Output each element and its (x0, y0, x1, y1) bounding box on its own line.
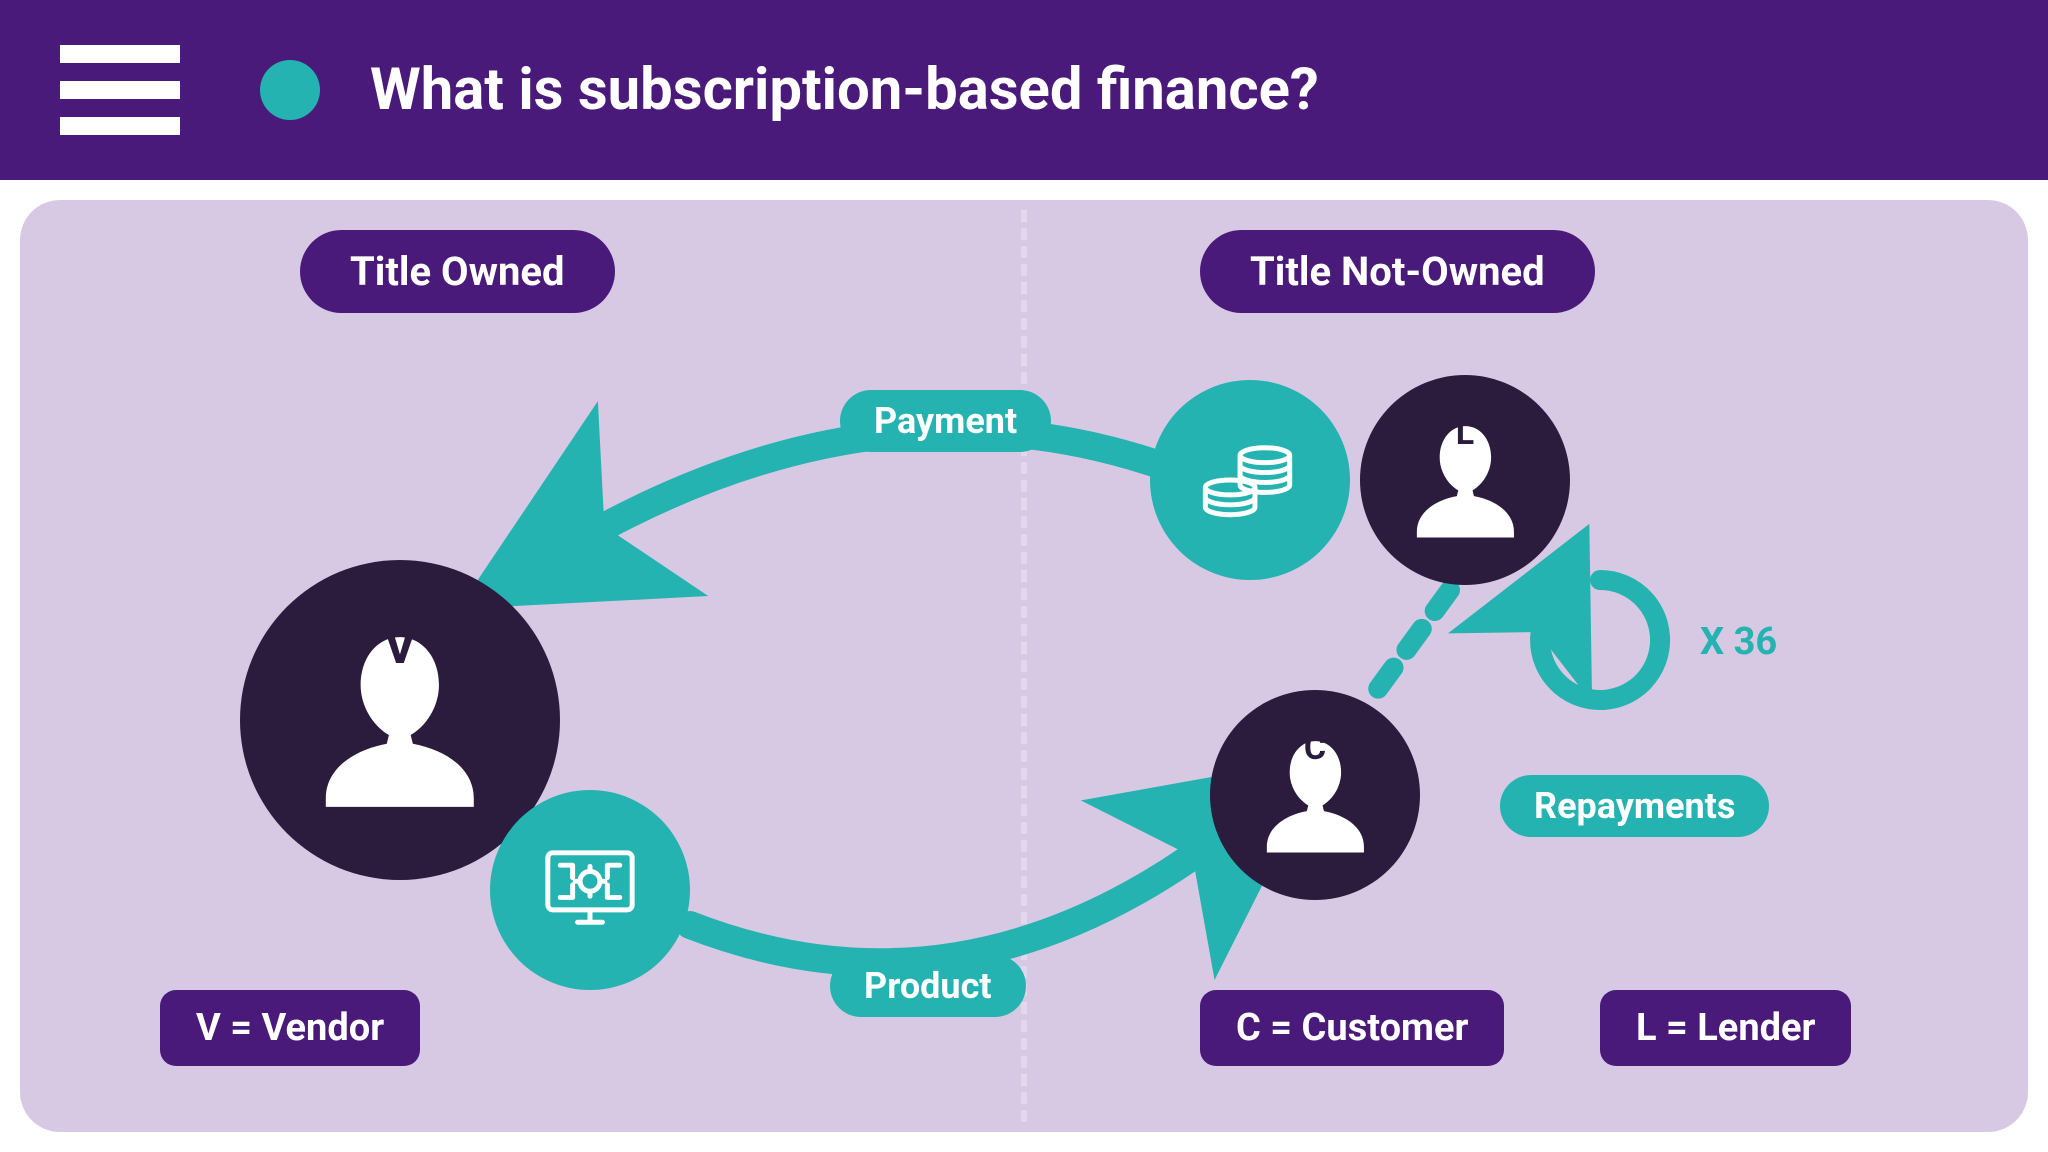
menu-icon[interactable] (60, 45, 180, 135)
vendor-letter: V (384, 618, 417, 676)
bullet-dot-icon (260, 60, 320, 120)
page-title-wrap: What is subscription-based finance? (260, 56, 1319, 124)
cycle-arrow (1540, 580, 1660, 700)
payment-label: Payment (840, 390, 1051, 452)
customer-avatar: C (1210, 690, 1420, 900)
page-title: What is subscription-based finance? (370, 56, 1319, 124)
legend-customer: C = Customer (1200, 990, 1504, 1066)
money-icon (1150, 380, 1350, 580)
repayments-label: Repayments (1500, 775, 1769, 837)
customer-letter: C (1304, 728, 1326, 768)
lender-customer-dash (1370, 590, 1450, 700)
title-not-owned-pill: Title Not-Owned (1200, 230, 1595, 313)
slide-canvas: What is subscription-based finance? Titl… (0, 0, 2048, 1152)
lender-avatar: L (1360, 375, 1570, 585)
legend-vendor: V = Vendor (160, 990, 420, 1066)
lender-letter: L (1456, 413, 1474, 453)
legend-lender: L = Lender (1600, 990, 1851, 1066)
product-arrow (690, 840, 1215, 962)
header-bar: What is subscription-based finance? (0, 0, 2048, 180)
product-label: Product (830, 955, 1026, 1017)
product-icon (490, 790, 690, 990)
content-panel: Title Owned Title Not-Owned V L C (20, 200, 2028, 1132)
title-owned-pill: Title Owned (300, 230, 615, 313)
cycle-count-label: X 36 (1700, 620, 1777, 664)
